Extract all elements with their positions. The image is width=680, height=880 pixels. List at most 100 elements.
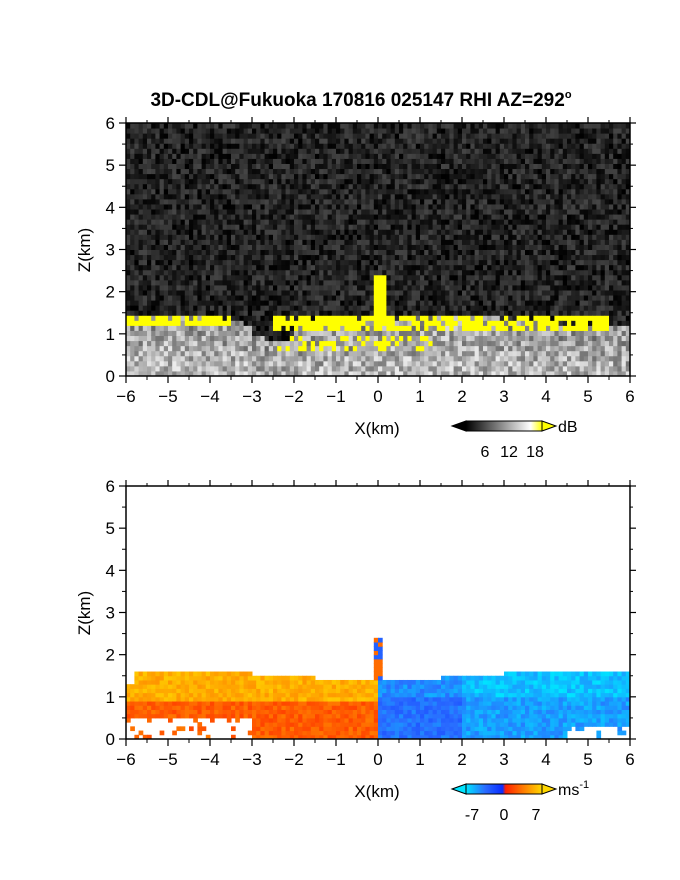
reflectivity-cell — [537, 360, 543, 367]
reflectivity-cell — [336, 269, 341, 276]
reflectivity-cell — [243, 198, 249, 205]
reflectivity-cell — [184, 234, 190, 240]
reflectivity-cell — [331, 224, 337, 230]
reflectivity-cell — [231, 143, 236, 149]
reflectivity-cell — [130, 330, 135, 337]
reflectivity-cell — [499, 284, 505, 291]
reflectivity-cell — [382, 188, 387, 195]
reflectivity-cell — [394, 158, 400, 164]
reflectivity-cell — [201, 128, 207, 134]
reflectivity-cell — [361, 320, 366, 326]
reflectivity-cell — [445, 360, 450, 367]
reflectivity-cell — [197, 355, 203, 362]
reflectivity-cell — [323, 345, 329, 352]
reflectivity-cell — [310, 370, 316, 376]
reflectivity-cell — [306, 203, 312, 210]
reflectivity-cell — [298, 365, 303, 372]
reflectivity-cell — [222, 148, 228, 154]
reflectivity-cell — [235, 370, 240, 376]
reflectivity-cell — [306, 219, 312, 225]
reflectivity-cell — [348, 330, 354, 337]
reflectivity-cell — [499, 345, 505, 352]
reflectivity-cell — [214, 209, 219, 215]
reflectivity-cell — [512, 365, 518, 372]
reflectivity-cell — [487, 178, 492, 185]
reflectivity-cell — [302, 239, 308, 245]
reflectivity-cell — [210, 123, 215, 129]
reflectivity-cell — [327, 269, 333, 276]
reflectivity-cell — [289, 305, 295, 311]
reflectivity-cell — [357, 234, 362, 240]
reflectivity-cell — [483, 133, 488, 139]
reflectivity-cell — [243, 320, 249, 326]
reflectivity-cell — [462, 320, 467, 326]
reflectivity-cell — [155, 284, 161, 291]
reflectivity-cell — [529, 249, 534, 256]
reflectivity-cell — [180, 335, 186, 342]
reflectivity-cell — [281, 355, 287, 362]
reflectivity-cell — [273, 148, 278, 154]
reflectivity-cell — [176, 350, 182, 357]
reflectivity-cell — [315, 203, 320, 210]
reflectivity-cell — [470, 365, 476, 372]
reflectivity-cell — [512, 370, 518, 376]
reflectivity-cell — [386, 305, 392, 311]
reflectivity-cell — [323, 133, 329, 139]
reflectivity-cell — [394, 249, 400, 256]
reflectivity-cell — [310, 168, 316, 175]
reflectivity-cell — [201, 143, 207, 149]
reflectivity-cell — [273, 219, 278, 225]
reflectivity-cell — [390, 203, 396, 210]
reflectivity-cell — [138, 193, 144, 200]
reflectivity-cell — [193, 153, 198, 159]
reflectivity-cell — [176, 163, 182, 170]
reflectivity-cell — [260, 310, 266, 316]
reflectivity-cell — [281, 320, 287, 326]
reflectivity-cell — [327, 320, 333, 326]
reflectivity-cell — [386, 365, 392, 372]
reflectivity-cell — [222, 315, 228, 321]
reflectivity-cell — [411, 128, 417, 134]
reflectivity-cell — [478, 234, 484, 240]
reflectivity-cell — [239, 168, 245, 175]
reflectivity-cell — [294, 153, 299, 159]
reflectivity-cell — [344, 320, 350, 326]
reflectivity-cell — [378, 330, 383, 337]
reflectivity-cell — [201, 173, 207, 180]
reflectivity-cell — [428, 138, 434, 144]
reflectivity-cell — [218, 183, 224, 190]
reflectivity-cell — [411, 269, 417, 276]
reflectivity-cell — [277, 305, 282, 311]
reflectivity-cell — [205, 289, 211, 296]
reflectivity-cell — [172, 355, 177, 362]
reflectivity-cell — [357, 224, 362, 230]
reflectivity-cell — [411, 340, 417, 347]
reflectivity-cell — [180, 330, 186, 337]
reflectivity-cell — [151, 254, 156, 261]
reflectivity-cell — [256, 300, 261, 306]
reflectivity-cell — [533, 158, 539, 164]
reflectivity-cell — [365, 143, 371, 149]
reflectivity-cell — [310, 158, 316, 164]
reflectivity-cell — [126, 305, 131, 311]
reflectivity-cell — [231, 239, 236, 245]
reflectivity-cell — [361, 300, 366, 306]
reflectivity-cell — [180, 168, 186, 175]
reflectivity-cell — [256, 370, 261, 376]
reflectivity-cell — [390, 193, 396, 200]
reflectivity-cell — [239, 239, 245, 245]
reflectivity-cell — [529, 183, 534, 190]
reflectivity-cell — [235, 188, 240, 195]
reflectivity-cell — [134, 279, 140, 286]
reflectivity-cell — [247, 355, 253, 362]
reflectivity-cell — [151, 234, 156, 240]
reflectivity-cell — [285, 274, 291, 281]
reflectivity-cell — [285, 214, 291, 220]
reflectivity-cell — [239, 123, 245, 129]
reflectivity-cell — [176, 370, 182, 376]
reflectivity-cell — [302, 295, 308, 301]
reflectivity-cell — [323, 259, 329, 266]
reflectivity-cell — [403, 355, 408, 362]
reflectivity-cell — [504, 254, 509, 261]
reflectivity-cell — [315, 254, 320, 261]
